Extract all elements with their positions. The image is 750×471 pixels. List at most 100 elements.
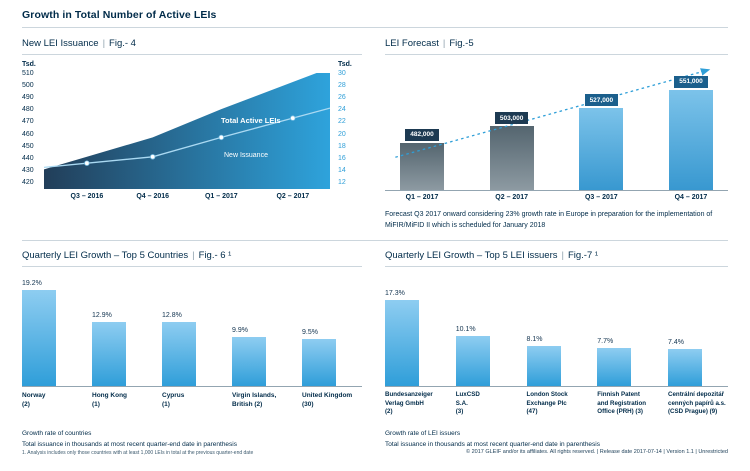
x-axis-labels: Q1 – 2017 Q2 – 2017 Q3 – 2017 Q4 – 2017 <box>385 191 728 201</box>
category-label-line: Office (PRH) (3) <box>597 408 643 416</box>
bar-value-label: 8.1% <box>526 335 543 343</box>
caption-issuance: Total issuance in thousands at most rece… <box>22 441 237 449</box>
category-label-line: (1) <box>162 401 170 409</box>
bar-value-label: 482,000 <box>405 128 439 141</box>
left-axis-title: Tsd. <box>22 61 36 68</box>
category-label-line: (3) <box>455 408 464 416</box>
left-axis: Tsd. 510 500 490 480 470 460 450 440 430 420 <box>22 61 44 205</box>
bar-column: 551,000 <box>662 75 720 190</box>
category-label: Hong Kong (1) <box>92 391 152 421</box>
bar-value-label: 12.8% <box>162 312 182 319</box>
bars-area: 19.2% 12.9% 12.8% 9.9% 9.5% <box>22 275 362 387</box>
category-label: Norway (2) <box>22 391 82 421</box>
forecast-bar-chart: 482,000 503,000 527,000 551,000 Q1 – 2017 Q2… <box>385 61 728 232</box>
actual-bar <box>489 126 534 190</box>
panel-title-text: LEI Forecast <box>385 38 439 49</box>
bar-value-label: 10.1% <box>455 325 476 333</box>
y-tick-right: 28 <box>338 82 346 90</box>
right-axis-title: Tsd. <box>338 61 352 68</box>
y-tick-right: 24 <box>338 106 346 114</box>
category-label-line: Finnish Patent <box>597 391 640 398</box>
y-tick-right: 16 <box>338 154 346 162</box>
y-tick-right: 12 <box>338 178 346 186</box>
panel-title-fig6: Quarterly LEI Growth – Top 5 Countries | F… <box>22 250 362 267</box>
category-label-line: (2) <box>22 401 30 409</box>
panel-title-fig4: New LEI Issuance | Fig.- 4 <box>22 38 362 55</box>
bar-column: 7.4% <box>668 339 728 386</box>
bar <box>22 290 56 386</box>
bar-value-label: 7.4% <box>668 339 684 346</box>
country-growth-chart: 19.2% 12.9% 12.8% 9.9% 9.5% Norway (2) Hong Ko… <box>22 275 362 451</box>
line-marker <box>149 154 156 160</box>
bar-column: 503,000 <box>483 112 541 190</box>
bar <box>162 322 196 386</box>
bar-value-label: 503,000 <box>494 112 529 125</box>
y-tick-left: 480 <box>22 106 34 114</box>
bar-column: 9.9% <box>232 327 292 386</box>
new-issuance-line <box>44 107 330 169</box>
right-axis: Tsd. 30 28 26 24 22 20 18 16 14 12 <box>330 61 362 205</box>
panel-title-fig7: Quarterly LEI Growth – Top 5 LEI issuers… <box>385 250 728 267</box>
divider-middle <box>22 240 728 241</box>
category-label-line: Bundesanzeiger <box>385 391 433 398</box>
category-label-line: London Stock <box>526 391 568 398</box>
category-label-line: Verlag GmbH <box>385 399 424 407</box>
line-marker <box>84 160 90 166</box>
panel-new-lei-issuance: New LEI Issuance | Fig.- 4 Tsd. 510 500 490 4… <box>22 38 362 205</box>
bar-column: 17.3% <box>385 290 445 386</box>
bar-column: 12.9% <box>92 311 152 386</box>
total-active-area <box>44 73 330 189</box>
panel-title-text: Quarterly LEI Growth – Top 5 LEI issuers <box>385 250 558 261</box>
page-title: Growth in Total Number of Active LEIs <box>22 9 217 21</box>
panel-lei-forecast: LEI Forecast | Fig.-5 482,000 503,000 527,00… <box>385 38 728 232</box>
page-footer: © 2017 GLEIF and/or its affiliates. All … <box>466 449 728 455</box>
category-label-line: Centrální depozitář <box>668 391 725 398</box>
bar-column: 19.2% <box>22 280 82 386</box>
x-axis-label: Q3 – 2016 <box>70 193 104 200</box>
y-tick-left: 440 <box>22 154 34 162</box>
x-axis-label: Q4 – 2016 <box>136 193 170 200</box>
x-axis-label: Q1 – 2017 <box>204 193 238 200</box>
y-tick-left: 420 <box>22 178 34 186</box>
category-label: Virgin Islands, British (2) <box>232 391 292 421</box>
category-label-line: Hong Kong <box>92 392 128 399</box>
chart-captions: Growth rate of LEI issuers Total issuanc… <box>385 428 728 451</box>
actual-bar <box>400 142 444 190</box>
line-series-label: New Issuance <box>224 152 268 159</box>
right-axis-ticks: 30 28 26 24 22 20 18 16 14 12 <box>338 70 362 186</box>
category-label-line: British (2) <box>232 401 263 409</box>
category-label-line: cenných papírů a.s. <box>668 399 726 407</box>
category-label-line: Cyprus <box>162 392 185 399</box>
y-tick-right: 14 <box>338 166 346 174</box>
bar <box>526 345 561 386</box>
forecast-bar <box>579 108 624 190</box>
y-tick-left: 490 <box>22 94 34 102</box>
category-label-line: Norway <box>22 392 46 399</box>
category-label-line: Exchange Plc <box>526 399 567 407</box>
title-pipe: | <box>192 250 195 261</box>
combo-chart-fig4: Tsd. 510 500 490 480 470 460 450 440 430 420 Tota… <box>22 61 362 205</box>
y-tick-left: 510 <box>22 70 34 77</box>
category-label: Cyprus (1) <box>162 391 222 421</box>
x-axis-labels: Q3 – 2016 Q4 – 2016 Q1 – 2017 Q2 – 2017 <box>44 193 330 205</box>
bar-column: 527,000 <box>572 94 630 190</box>
area-line-plot: Total Active LEIs New Issuance <box>44 73 330 189</box>
title-pipe: | <box>442 38 446 49</box>
bar <box>232 336 266 386</box>
category-label-line: (CSD Prague) (9) <box>668 408 718 416</box>
title-pipe: | <box>102 38 106 49</box>
category-labels: Norway (2) Hong Kong (1) Cyprus (1) Virgin Isl… <box>22 387 362 421</box>
bar-value-label: 527,000 <box>584 94 619 106</box>
y-tick-left: 460 <box>22 130 34 138</box>
bar-value-label: 9.5% <box>302 328 318 336</box>
figure-number: Fig.-7 ¹ <box>567 250 599 261</box>
y-tick-right: 22 <box>338 118 346 126</box>
category-label: United Kingdom (30) <box>302 391 362 421</box>
y-tick-right: 26 <box>338 94 346 102</box>
category-label: LuxCSD S.A. (3) <box>456 391 516 421</box>
bar-value-label: 12.9% <box>92 311 112 319</box>
category-label-line: LuxCSD <box>455 391 480 398</box>
category-label: Finnish Patent and Registration Office (PR… <box>597 391 657 421</box>
category-label-line: Virgin Islands, <box>232 392 277 399</box>
x-axis-label: Q2 – 2017 <box>276 193 310 200</box>
